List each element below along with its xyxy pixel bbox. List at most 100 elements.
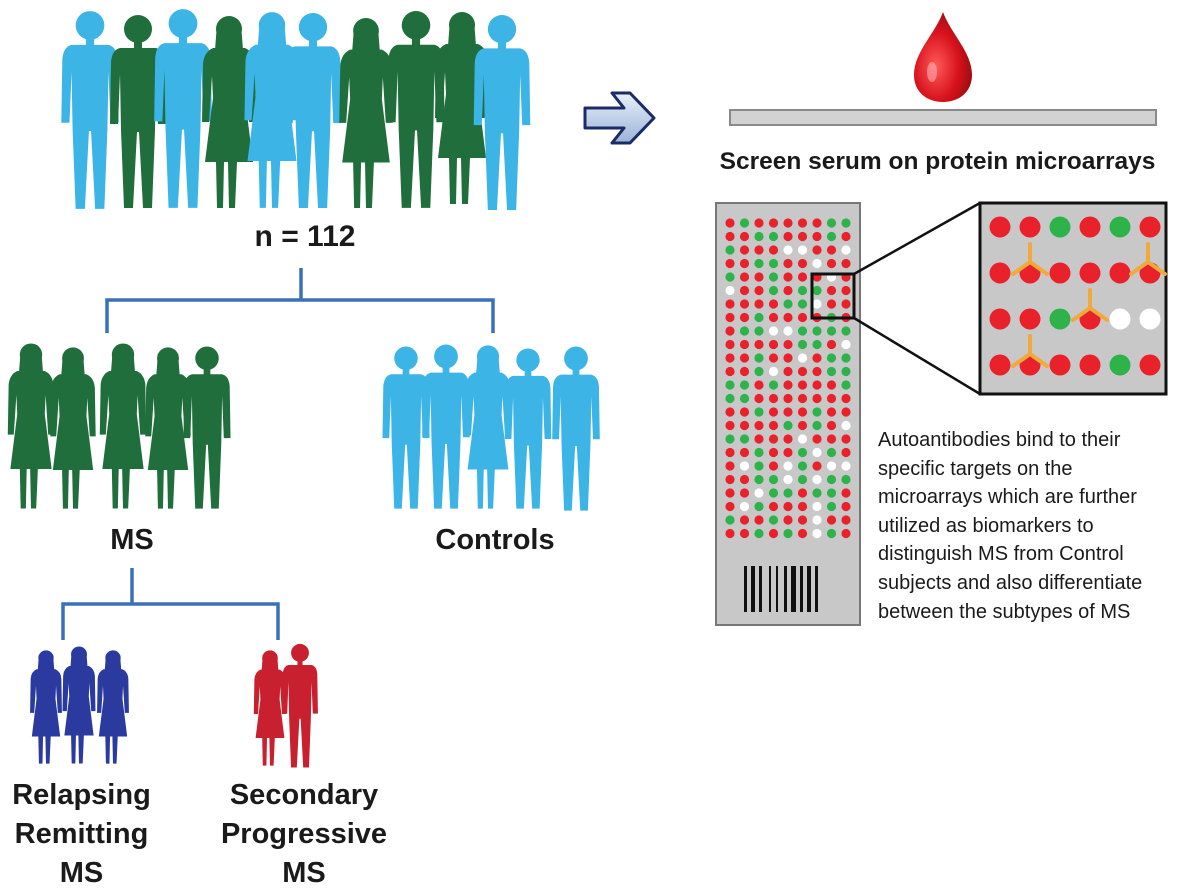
person-silhouette-icon [465, 345, 511, 509]
description-line: between the subtypes of MS [878, 600, 1131, 623]
array-spot [754, 285, 764, 296]
zoom-region [810, 272, 856, 320]
zoom-panel [978, 201, 1168, 396]
array-spot [783, 407, 793, 417]
array-spot [826, 285, 837, 296]
array-spot [754, 326, 764, 336]
array-spot [826, 528, 837, 539]
array-spot [812, 393, 822, 404]
array-spot [826, 366, 837, 377]
array-spot [826, 353, 837, 363]
array-spot [754, 312, 764, 323]
description-line: microarrays which are further [878, 486, 1137, 509]
controls-crowd [382, 344, 600, 511]
array-spot [754, 272, 764, 282]
relapsing-remitting-crowd [30, 646, 129, 764]
barcode-bar [759, 566, 762, 612]
array-spot [797, 285, 808, 296]
array-spot [841, 231, 851, 242]
array-spot [725, 272, 735, 282]
zoom-spot [1049, 216, 1071, 238]
array-spot [783, 515, 793, 525]
array-spot [841, 488, 851, 498]
person-silhouette-icon [473, 15, 531, 210]
array-spot [725, 218, 735, 228]
array-spot [826, 380, 837, 390]
array-spot [754, 447, 764, 458]
array-spot [812, 447, 822, 458]
array-spot [739, 407, 750, 417]
array-spot [841, 285, 851, 296]
y-antibody-icon [1011, 242, 1049, 276]
array-spot [725, 528, 735, 539]
array-spot [768, 420, 779, 431]
y-antibody-icon [1071, 288, 1109, 322]
array-spot [754, 245, 764, 255]
array-spot [725, 447, 735, 458]
zoom-spot [1109, 262, 1131, 284]
array-spot [783, 420, 793, 431]
array-spot [783, 312, 793, 323]
array-spot [783, 231, 793, 242]
array-spot [768, 285, 779, 296]
array-spot [812, 528, 822, 539]
microarray-slide [715, 201, 981, 626]
array-spot [725, 231, 735, 242]
person-silhouette-icon [339, 17, 393, 209]
array-spot [783, 353, 793, 363]
array-spot [797, 461, 808, 471]
array-spot [739, 474, 750, 485]
array-spot [754, 366, 764, 377]
array-spot [739, 326, 750, 336]
array-spot [826, 501, 837, 512]
zoom-spot [1079, 216, 1101, 238]
array-spot [725, 353, 735, 363]
array-spot [826, 461, 837, 471]
array-spot [812, 380, 822, 390]
array-spot [754, 231, 764, 242]
array-spot [826, 339, 837, 350]
array-spot [739, 461, 750, 471]
array-spot [768, 366, 779, 377]
array-spot [797, 407, 808, 417]
array-spot [841, 299, 851, 309]
zoom-spots [989, 216, 1161, 376]
array-spot [768, 501, 779, 512]
array-spot [797, 299, 808, 309]
array-spot [841, 528, 851, 539]
zoom-spot [1109, 216, 1131, 238]
array-spot [739, 339, 750, 350]
array-spot [754, 393, 764, 404]
array-spot [725, 461, 735, 471]
array-spot [797, 380, 808, 390]
array-spot [768, 434, 779, 444]
ms-label: MS [110, 524, 154, 556]
array-spots [725, 218, 851, 539]
barcode-bar [776, 566, 778, 612]
barcode-icon [744, 566, 818, 612]
array-spot [841, 501, 851, 512]
zoom-spot [1139, 216, 1161, 238]
array-spot [797, 366, 808, 377]
array-spot [826, 488, 837, 498]
array-spot [739, 258, 750, 269]
y-antibody-icon [1011, 334, 1049, 368]
array-spot [783, 393, 793, 404]
array-spot [768, 380, 779, 390]
array-spot [725, 420, 735, 431]
array-spot [797, 488, 808, 498]
array-spot [739, 488, 750, 498]
zoom-spot [1109, 354, 1131, 376]
array-spot [783, 501, 793, 512]
rr-line-1: Relapsing [12, 779, 151, 811]
array-spot [739, 285, 750, 296]
zoom-spot [989, 262, 1011, 284]
array-spot [768, 272, 779, 282]
array-spot [768, 218, 779, 228]
array-spot [725, 258, 735, 269]
array-spot [797, 231, 808, 242]
array-spot [797, 434, 808, 444]
array-spot [797, 312, 808, 323]
array-spot [841, 515, 851, 525]
array-spot [841, 461, 851, 471]
